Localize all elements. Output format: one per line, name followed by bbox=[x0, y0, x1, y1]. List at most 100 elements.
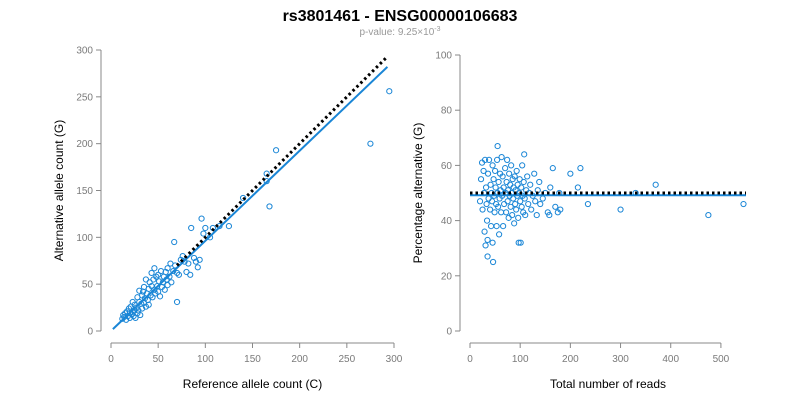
data-point bbox=[171, 238, 178, 246]
y-tick-label: 0 bbox=[87, 327, 93, 338]
data-point bbox=[175, 271, 183, 278]
x-tick-label: 400 bbox=[662, 354, 679, 365]
data-point bbox=[491, 167, 499, 175]
data-point bbox=[508, 162, 515, 169]
data-point bbox=[173, 298, 181, 306]
data-point bbox=[503, 209, 510, 216]
data-point bbox=[137, 311, 144, 319]
data-point bbox=[168, 279, 175, 286]
x-tick-label: 300 bbox=[612, 354, 629, 365]
data-point bbox=[495, 178, 502, 186]
x-tick-label: 200 bbox=[562, 354, 579, 365]
data-point bbox=[489, 239, 496, 246]
data-point bbox=[489, 258, 497, 266]
data-point bbox=[489, 162, 496, 169]
data-point bbox=[480, 167, 487, 175]
data-point bbox=[483, 200, 490, 208]
data-point bbox=[491, 209, 498, 216]
data-point bbox=[500, 184, 507, 191]
data-point bbox=[518, 203, 525, 210]
data-point bbox=[485, 156, 493, 163]
data-point bbox=[524, 173, 531, 180]
data-point bbox=[484, 253, 491, 260]
data-point bbox=[515, 214, 522, 221]
data-point bbox=[194, 264, 201, 271]
x-axis-title: Total number of reads bbox=[550, 377, 666, 391]
data-point bbox=[532, 198, 539, 205]
data-point bbox=[522, 211, 529, 219]
data-point bbox=[502, 165, 509, 172]
data-point bbox=[481, 156, 489, 163]
data-point bbox=[263, 170, 270, 177]
x-tick-label: 200 bbox=[291, 354, 308, 365]
data-point bbox=[536, 178, 543, 186]
data-point bbox=[574, 184, 581, 191]
y-axis-title: Alternative allele count (G) bbox=[52, 120, 66, 261]
data-point bbox=[266, 203, 273, 210]
data-point bbox=[487, 181, 494, 188]
data-point bbox=[484, 236, 491, 244]
reference-line bbox=[175, 55, 389, 267]
data-point bbox=[577, 165, 584, 172]
data-point bbox=[145, 301, 152, 308]
data-point bbox=[482, 184, 490, 191]
y-tick-label: 150 bbox=[76, 186, 93, 197]
scatter-panel-right: 0 100 200 300 400 500 0 20 40 60 80 100 Total number… bbox=[411, 51, 747, 391]
data-point bbox=[507, 181, 514, 188]
data-point bbox=[272, 147, 280, 154]
data-point bbox=[652, 181, 659, 188]
y-tick-label: 40 bbox=[441, 216, 453, 227]
data-point bbox=[549, 165, 556, 172]
data-point bbox=[493, 156, 501, 163]
data-point bbox=[148, 269, 155, 277]
x-tick-label: 300 bbox=[386, 354, 403, 365]
data-point bbox=[492, 184, 499, 191]
data-point bbox=[477, 176, 485, 183]
data-point bbox=[490, 176, 497, 183]
data-point bbox=[225, 222, 233, 230]
data-point bbox=[503, 178, 510, 186]
data-point bbox=[527, 181, 534, 188]
data-point bbox=[519, 162, 526, 169]
x-tick-label: 100 bbox=[512, 354, 529, 365]
data-point bbox=[520, 178, 527, 186]
data-point bbox=[528, 206, 535, 213]
data-point bbox=[533, 211, 540, 219]
x-tick-label: 500 bbox=[713, 354, 730, 365]
data-point bbox=[514, 181, 521, 188]
data-point bbox=[495, 203, 502, 210]
x-tick-label: 250 bbox=[338, 354, 355, 365]
data-point bbox=[498, 154, 505, 161]
data-point bbox=[153, 273, 160, 280]
data-point bbox=[517, 198, 524, 205]
y-tick-label: 100 bbox=[76, 233, 93, 244]
chart-subtitle: p-value: 9.25×10-3 bbox=[359, 26, 440, 38]
data-point bbox=[484, 170, 492, 177]
data-point bbox=[386, 88, 393, 95]
data-point bbox=[196, 256, 203, 263]
data-point bbox=[511, 220, 518, 227]
data-point bbox=[188, 224, 195, 232]
x-tick-label: 100 bbox=[197, 354, 214, 365]
data-point bbox=[161, 286, 168, 293]
data-point bbox=[557, 206, 564, 213]
y-tick-label: 0 bbox=[446, 327, 452, 338]
data-point bbox=[496, 231, 503, 238]
data-point bbox=[517, 239, 524, 246]
y-axis-title: Percentage alternative (G) bbox=[411, 123, 425, 264]
x-tick-label: 0 bbox=[467, 354, 473, 365]
data-point bbox=[187, 271, 194, 278]
data-point bbox=[513, 167, 520, 175]
x-tick-label: 50 bbox=[153, 354, 165, 365]
x-tick-label: 150 bbox=[244, 354, 261, 365]
data-point bbox=[173, 269, 181, 277]
data-point bbox=[481, 228, 488, 235]
data-point bbox=[547, 184, 554, 191]
data-point bbox=[507, 203, 514, 210]
data-point bbox=[499, 173, 506, 180]
data-point bbox=[493, 223, 500, 230]
y-tick-label: 200 bbox=[76, 139, 93, 150]
data-point bbox=[494, 142, 501, 150]
data-point bbox=[164, 265, 171, 272]
data-point bbox=[504, 156, 511, 163]
